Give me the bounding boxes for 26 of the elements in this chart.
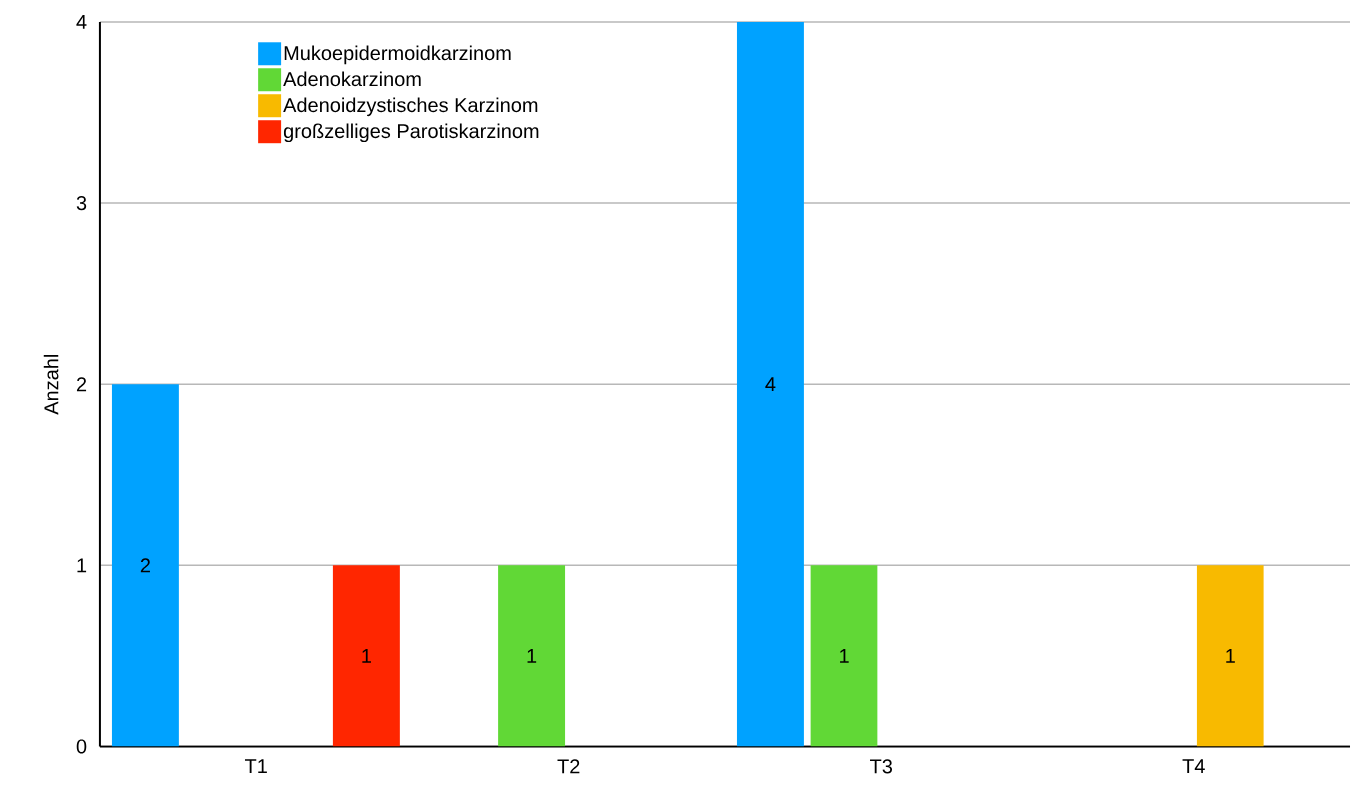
y-tick-label: 0: [76, 739, 87, 754]
y-tick-label: 3: [76, 195, 87, 210]
y-tick-label: 1: [77, 558, 87, 573]
data-label: 2: [140, 558, 150, 573]
x-tick-label: T4: [1182, 759, 1205, 773]
x-tick-label: T3: [870, 759, 893, 774]
y-tick-label: 4: [76, 14, 87, 29]
bar: [1196, 565, 1264, 747]
y-axis-title: Anzahl: [43, 354, 59, 415]
data-label: 1: [1226, 648, 1235, 663]
y-tick-label: 2: [76, 377, 87, 391]
bar: [498, 565, 566, 747]
bar: [332, 565, 400, 747]
bar: [810, 565, 878, 747]
legend-label: Mukoepidermoidkarzinom: [284, 45, 511, 64]
legend-label: Adenokarzinom: [283, 71, 421, 86]
x-tick-label: T1: [244, 759, 267, 773]
legend-label: großzelliges Parotiskarzinom: [283, 123, 539, 142]
data-label: 1: [527, 648, 537, 663]
data-label: 1: [362, 648, 371, 663]
data-label: 4: [765, 377, 776, 391]
legend-label: Adenoidzystisches Karzinom: [283, 97, 538, 116]
bar: [111, 384, 179, 747]
data-label: 1: [840, 648, 849, 663]
x-tick-label: T2: [557, 759, 580, 774]
bar: [736, 21, 804, 747]
